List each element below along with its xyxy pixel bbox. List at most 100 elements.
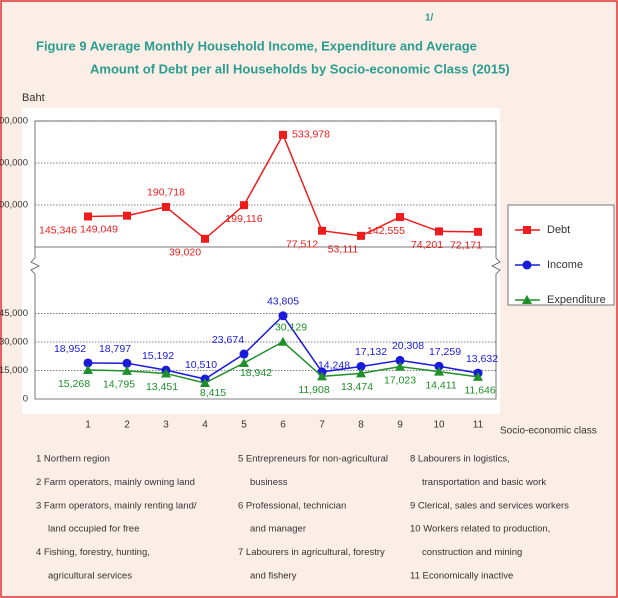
- data-label: 145,346: [39, 224, 77, 236]
- data-label: 11,908: [298, 384, 329, 396]
- x-tick-label: 2: [124, 420, 130, 431]
- x-tick-label: 8: [358, 420, 364, 431]
- point: [161, 368, 171, 378]
- note: 1 Northern region: [36, 454, 110, 465]
- note: 5 Entrepreneurs for non-agricultural: [238, 454, 388, 465]
- x-tick-label: 1: [85, 420, 91, 431]
- data-label: 77,512: [286, 239, 318, 251]
- point: [239, 358, 249, 368]
- data-label: 8,415: [200, 387, 226, 399]
- data-label: 20,308: [392, 340, 424, 352]
- point: [473, 371, 483, 381]
- note: business: [250, 477, 288, 488]
- legend-marker: [522, 260, 532, 270]
- x-tick-label: 9: [397, 420, 403, 431]
- point: [434, 366, 444, 376]
- point: [356, 368, 366, 378]
- data-label: 17,132: [355, 346, 387, 358]
- data-label: 14,248: [318, 360, 350, 372]
- chart-title: Amount of Debt per all Households by Soc…: [90, 61, 510, 76]
- note: and fishery: [250, 571, 297, 582]
- data-label: 18,797: [99, 343, 131, 355]
- point: [84, 212, 92, 221]
- note: 4 Fishing, forestry, hunting,: [36, 547, 150, 558]
- note: and manager: [250, 524, 306, 535]
- data-label: 199,116: [225, 213, 262, 225]
- y-tick-label: 30,000: [0, 337, 28, 348]
- point: [357, 231, 365, 240]
- data-label: 15,268: [58, 378, 90, 390]
- y-tick-label: 15,000: [0, 365, 28, 376]
- axis-break: [30, 257, 501, 400]
- data-label: 74,201: [411, 239, 443, 251]
- upper-panel: [34, 120, 497, 248]
- point: [317, 371, 327, 381]
- point: [83, 358, 93, 368]
- note: land occupied for free: [48, 524, 139, 535]
- data-label: 10,510: [185, 359, 217, 371]
- title-note: 1/: [425, 13, 434, 24]
- point: [396, 213, 404, 222]
- note: transportation and basic work: [422, 477, 546, 488]
- point: [435, 227, 443, 236]
- legend-box: [507, 204, 615, 306]
- data-label: 18,952: [54, 343, 86, 355]
- data-label: 14,795: [103, 379, 135, 391]
- chart-title: Figure 9 Average Monthly Household Incom…: [36, 38, 477, 53]
- point: [122, 358, 132, 368]
- x-tick-label: 4: [202, 420, 208, 431]
- data-label: 30,129: [275, 322, 307, 334]
- note: 3 Farm operators, mainly renting land/: [36, 500, 197, 511]
- y-tick-label: 600,000: [0, 116, 28, 127]
- data-label: 53,111: [328, 244, 359, 256]
- point: [278, 336, 288, 346]
- note: 8 Labourers in logistics,: [410, 454, 510, 465]
- y-tick-label: 200,000: [0, 200, 28, 211]
- y-tick-label: 400,000: [0, 158, 28, 169]
- data-label: 14,411: [425, 379, 456, 391]
- data-label: 17,259: [429, 346, 461, 358]
- point: [434, 361, 444, 371]
- note: 2 Farm operators, mainly owning land: [36, 477, 195, 488]
- y-tick-label: 45,000: [0, 308, 28, 319]
- point: [200, 378, 210, 388]
- legend-label: Income: [547, 259, 583, 271]
- data-label: 18,942: [240, 367, 272, 379]
- x-tick-label: 5: [241, 420, 247, 431]
- point: [318, 226, 326, 235]
- point: [279, 130, 287, 139]
- data-label: 149,049: [80, 223, 118, 235]
- point: [356, 361, 366, 371]
- x-tick-label: 3: [163, 420, 169, 431]
- note: 6 Professional, technician: [238, 500, 346, 511]
- x-tick-label: 6: [280, 420, 286, 431]
- data-label: 39,020: [169, 247, 201, 259]
- data-label: 142,555: [367, 225, 405, 237]
- data-label: 72,171: [450, 240, 482, 252]
- point: [83, 364, 93, 374]
- data-label: 190,718: [147, 187, 185, 199]
- legend-label: Expenditure: [547, 294, 606, 306]
- note: 11 Economically inactive: [410, 571, 513, 582]
- data-label: 43,805: [267, 296, 299, 308]
- point: [240, 201, 248, 210]
- y-axis-label: Baht: [22, 92, 45, 104]
- data-label: 23,674: [212, 334, 244, 346]
- data-label: 11,646: [464, 385, 495, 397]
- data-label: 15,192: [142, 350, 174, 362]
- point: [395, 361, 405, 371]
- x-tick-label: 11: [473, 420, 484, 431]
- note: agricultural services: [48, 571, 132, 582]
- point: [474, 227, 482, 236]
- point: [239, 349, 249, 359]
- point: [123, 211, 131, 220]
- data-label: 13,451: [146, 381, 178, 393]
- point: [201, 234, 209, 243]
- note: 7 Labourers in agricultural, forestry: [238, 547, 385, 558]
- legend-marker: [522, 295, 532, 304]
- data-label: 17,023: [384, 374, 416, 386]
- data-label: 13,474: [341, 381, 373, 393]
- x-tick-label: 7: [319, 420, 325, 431]
- data-label: 13,632: [466, 353, 498, 365]
